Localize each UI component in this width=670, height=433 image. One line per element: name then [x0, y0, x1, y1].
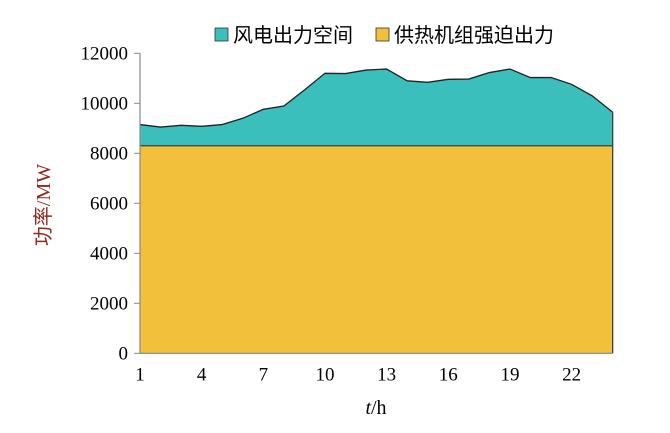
- y-tick-label: 12000: [81, 43, 129, 64]
- legend-label-wind: 风电出力空间: [233, 23, 353, 47]
- x-tick-label: 22: [562, 364, 581, 385]
- y-tick-label: 6000: [90, 193, 128, 214]
- y-tick-label: 0: [119, 343, 129, 364]
- x-tick-label: 19: [500, 364, 519, 385]
- area-wind-space: [140, 69, 613, 146]
- x-tick-label: 13: [377, 364, 396, 385]
- y-axis-label: 功率/MW: [32, 164, 55, 246]
- legend: 风电出力空间 供热机组强迫出力: [214, 23, 554, 47]
- y-tick-label: 2000: [90, 293, 128, 314]
- legend-label-heat: 供热机组强迫出力: [394, 23, 554, 47]
- legend-swatch-wind: [214, 27, 229, 42]
- x-axis-label: t/h: [365, 397, 386, 419]
- x-tick-label: 10: [315, 364, 334, 385]
- x-tick-label: 7: [259, 364, 269, 385]
- legend-swatch-heat: [375, 27, 390, 42]
- y-tick-label: 4000: [90, 243, 128, 264]
- line-wind-total: [139, 68, 614, 128]
- x-tick-label: 1: [135, 364, 145, 385]
- y-tick-label: 8000: [90, 143, 128, 164]
- x-tick-label: 4: [197, 364, 207, 385]
- area-heat-forced: [140, 145, 613, 354]
- x-tick-label: 16: [439, 364, 458, 385]
- y-tick-label: 10000: [81, 93, 129, 114]
